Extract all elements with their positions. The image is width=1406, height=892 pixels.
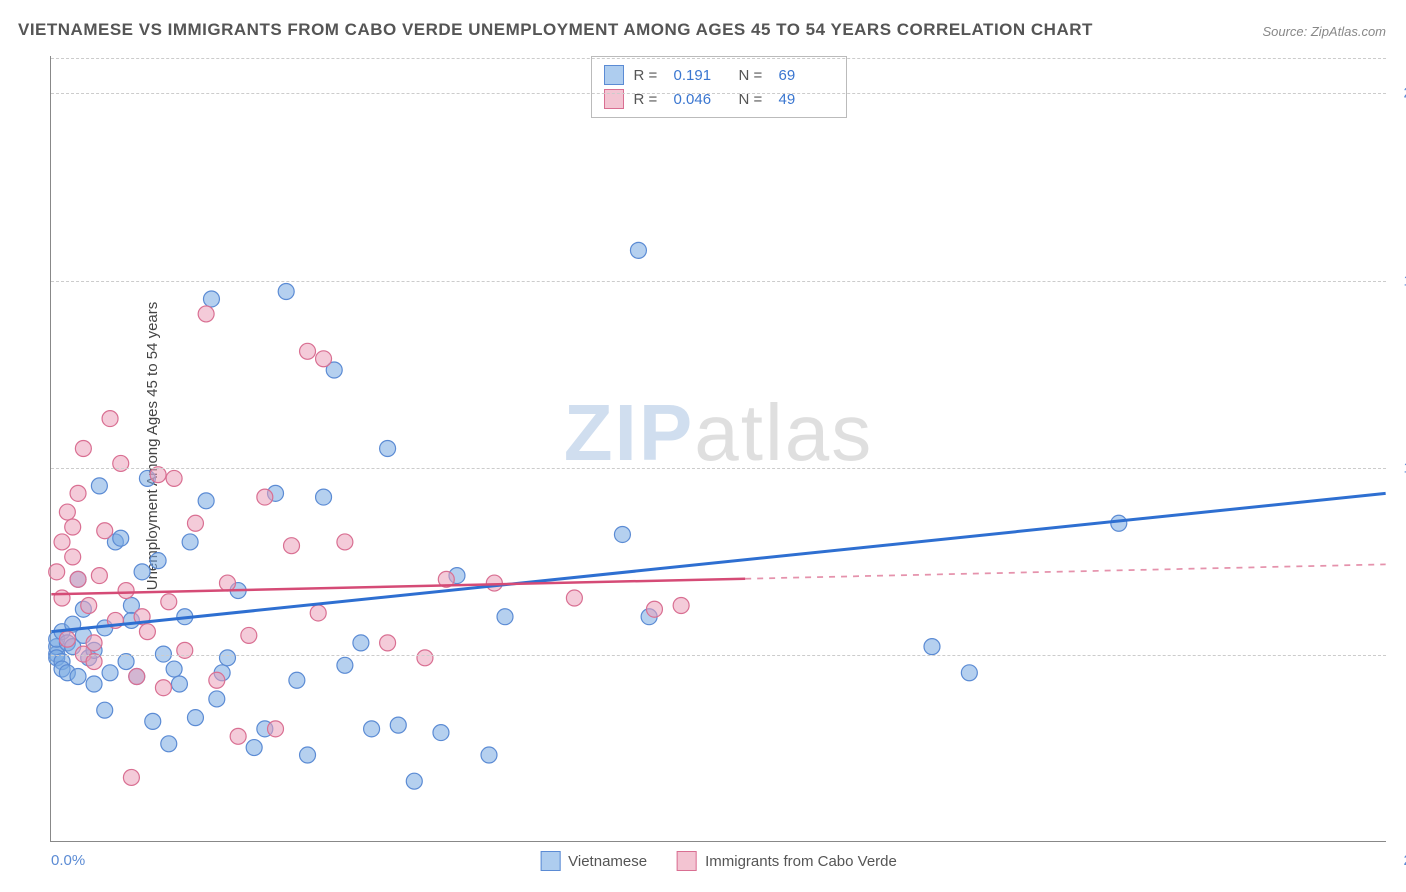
swatch-caboverde-bottom — [677, 851, 697, 871]
swatch-vietnamese-bottom — [540, 851, 560, 871]
legend-row-vietnamese: R = 0.191 N = 69 — [604, 63, 834, 87]
chart-title: VIETNAMESE VS IMMIGRANTS FROM CABO VERDE… — [18, 20, 1093, 40]
legend-series: Vietnamese Immigrants from Cabo Verde — [540, 851, 897, 871]
plot-svg — [51, 56, 1386, 841]
gridline — [51, 655, 1386, 656]
gridline — [51, 93, 1386, 94]
source-label: Source: ZipAtlas.com — [1262, 24, 1386, 39]
legend-row-caboverde: R = 0.046 N = 49 — [604, 87, 834, 111]
gridline — [51, 468, 1386, 469]
correlation-chart: VIETNAMESE VS IMMIGRANTS FROM CABO VERDE… — [0, 0, 1406, 892]
swatch-vietnamese — [604, 65, 624, 85]
legend-item-caboverde: Immigrants from Cabo Verde — [677, 851, 897, 871]
n-value-vietnamese: 69 — [779, 67, 834, 84]
legend-stats: R = 0.191 N = 69 R = 0.046 N = 49 — [591, 56, 847, 118]
swatch-caboverde — [604, 89, 624, 109]
legend-item-vietnamese: Vietnamese — [540, 851, 647, 871]
x-tick-min: 0.0% — [51, 852, 85, 869]
plot-area: ZIPatlas R = 0.191 N = 69 R = 0.046 N = … — [50, 56, 1386, 842]
gridline — [51, 281, 1386, 282]
r-value-vietnamese: 0.191 — [674, 67, 729, 84]
